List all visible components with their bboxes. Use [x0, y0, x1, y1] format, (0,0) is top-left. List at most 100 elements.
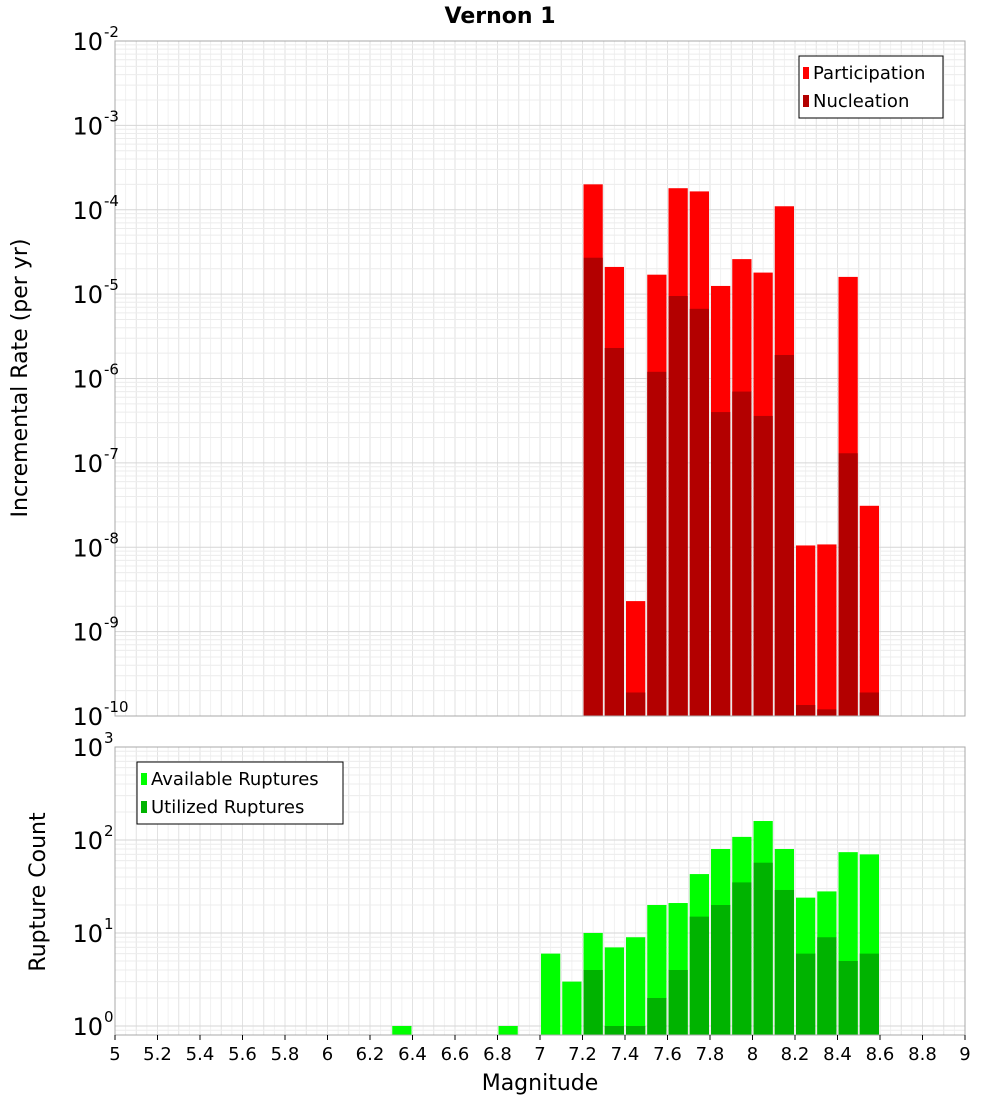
y-tick-exponent: 2 — [104, 822, 114, 840]
y-tick-exponent: 0 — [104, 1008, 114, 1026]
legend-swatch — [141, 801, 147, 813]
bar — [817, 937, 837, 1035]
bar — [689, 916, 709, 1035]
y-tick-label: 10 — [72, 734, 103, 762]
y-tick-label: 10 — [72, 112, 103, 140]
bar — [604, 347, 624, 716]
y-tick-exponent: -7 — [104, 445, 119, 463]
bar — [541, 953, 561, 1035]
bar — [392, 1025, 412, 1035]
legend-label: Participation — [813, 63, 925, 84]
x-tick-label: 8.4 — [823, 1044, 852, 1065]
bar — [838, 453, 858, 716]
chart-title: Vernon 1 — [445, 4, 556, 29]
y-tick-label: 10 — [72, 1013, 103, 1041]
bar — [626, 1025, 646, 1035]
x-tick-label: 5.6 — [228, 1044, 257, 1065]
series-front — [583, 862, 879, 1035]
bar — [753, 415, 773, 716]
x-tick-label: 8.2 — [781, 1044, 810, 1065]
bar — [604, 1025, 624, 1035]
plot-border — [114, 40, 966, 717]
y-tick-label: 10 — [72, 28, 103, 56]
bar — [647, 997, 667, 1035]
y-tick-label: 10 — [72, 619, 103, 647]
legend: Participation Nucleation — [798, 55, 944, 119]
y-tick-label: 10 — [72, 281, 103, 309]
y-tick-label: 10 — [72, 920, 103, 948]
rupture-count-panel: 10 010 110 210 35 5.2 5.4 5.6 5.8 6 6.2 6.4 6.6 6.8 7 7… — [72, 729, 970, 1065]
bar — [583, 257, 603, 716]
bar — [796, 545, 816, 716]
top-y-axis-label: Incremental Rate (per yr) — [8, 239, 33, 518]
x-tick-label: 8 — [747, 1044, 758, 1065]
x-tick-label: 5.4 — [186, 1044, 215, 1065]
bar — [796, 705, 816, 716]
legend-swatch — [803, 67, 809, 79]
y-tick-exponent: 3 — [104, 729, 114, 747]
bar — [753, 862, 773, 1035]
x-tick-label: 8.8 — [908, 1044, 937, 1065]
y-tick-label: 10 — [72, 827, 103, 855]
grid — [114, 746, 966, 1036]
y-tick-exponent: -4 — [104, 192, 119, 210]
y-tick-label: 10 — [72, 366, 103, 394]
bar — [626, 937, 646, 1035]
x-tick-label: 6.2 — [356, 1044, 385, 1065]
legend-label: Utilized Ruptures — [151, 797, 304, 818]
bar — [859, 505, 879, 716]
bar — [647, 371, 667, 716]
bar — [732, 391, 752, 716]
y-tick-exponent: -9 — [104, 614, 119, 632]
legend-swatch — [141, 773, 147, 785]
x-tick-label: 5.2 — [143, 1044, 172, 1065]
series-front — [583, 257, 879, 716]
y-tick-exponent: -6 — [104, 361, 119, 379]
bottom-y-axis-label: Rupture Count — [26, 812, 51, 972]
bar — [859, 692, 879, 716]
y-tick-label: 10 — [72, 197, 103, 225]
y-tick-exponent: -2 — [104, 23, 119, 41]
x-tick-label: 7.2 — [568, 1044, 597, 1065]
x-tick-label: 8.6 — [866, 1044, 895, 1065]
bar — [732, 882, 752, 1035]
x-tick-label: 6.6 — [441, 1044, 470, 1065]
bar — [817, 709, 837, 716]
x-tick-label: 6.8 — [483, 1044, 512, 1065]
y-tick-exponent: -8 — [104, 529, 119, 547]
legend-box — [798, 55, 944, 119]
x-tick-label: 7.4 — [611, 1044, 640, 1065]
bar — [668, 296, 688, 716]
bar — [583, 969, 603, 1035]
bar — [774, 889, 794, 1035]
y-tick-label: 10 — [72, 703, 103, 731]
legend-box — [136, 761, 344, 825]
x-tick-label: 7 — [534, 1044, 545, 1065]
legend-label: Nucleation — [813, 91, 909, 112]
bar — [626, 601, 646, 716]
bar — [711, 412, 731, 716]
y-tick-exponent: -10 — [104, 698, 129, 716]
bar — [626, 692, 646, 716]
bar — [604, 947, 624, 1035]
x-tick-label: 6 — [322, 1044, 333, 1065]
x-tick-label: 9 — [959, 1044, 970, 1065]
bar — [859, 953, 879, 1035]
bar — [689, 308, 709, 716]
x-tick-label: 7.6 — [653, 1044, 682, 1065]
y-tick-exponent: -5 — [104, 276, 119, 294]
bar — [668, 969, 688, 1035]
x-tick-label: 5.8 — [271, 1044, 300, 1065]
x-tick-label: 5 — [109, 1044, 120, 1065]
legend-label: Available Ruptures — [151, 769, 319, 790]
grid — [114, 40, 966, 717]
bar — [711, 904, 731, 1035]
x-tick-label: 7.8 — [696, 1044, 725, 1065]
bar — [838, 960, 858, 1035]
y-tick-label: 10 — [72, 534, 103, 562]
bar — [562, 981, 582, 1035]
bar — [774, 354, 794, 716]
y-tick-label: 10 — [72, 450, 103, 478]
